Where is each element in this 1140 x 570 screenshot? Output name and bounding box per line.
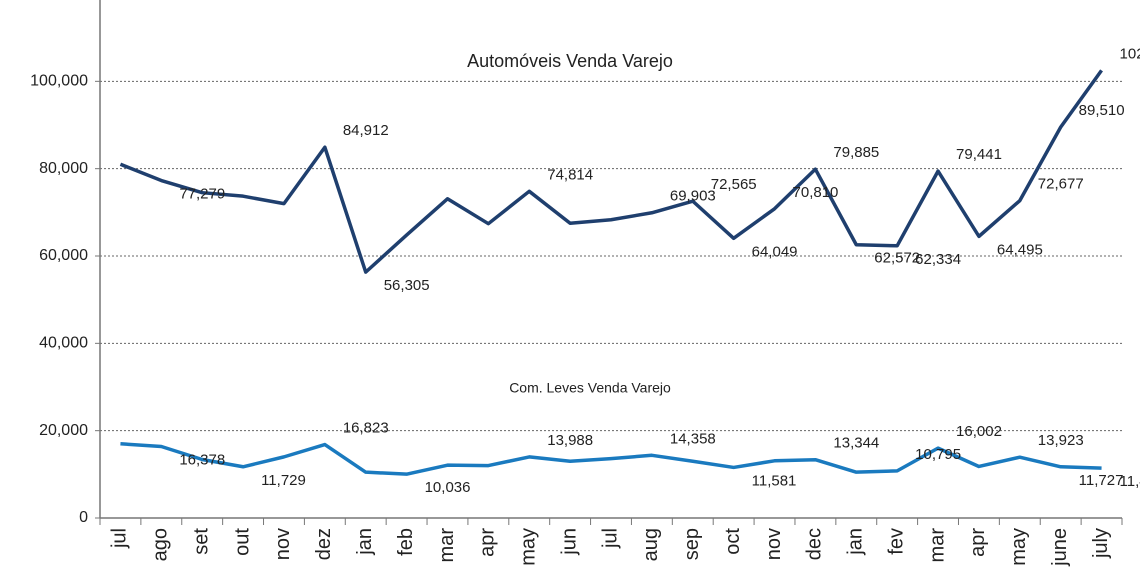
data-label: 64,495 — [997, 241, 1043, 258]
series-line — [119, 69, 1103, 274]
x-tick-label: apr — [967, 528, 989, 557]
x-tick-label: nov — [763, 528, 785, 560]
x-tick-label: oct — [722, 528, 744, 555]
x-tick-label: july — [1090, 528, 1112, 559]
y-tick-label: 20,000 — [39, 422, 88, 439]
data-label: 11,426 — [1120, 473, 1140, 490]
x-tick-label: jan — [354, 528, 376, 556]
x-tick-label: out — [231, 528, 253, 556]
x-tick-label: aug — [640, 528, 662, 561]
data-label: 74,814 — [547, 166, 593, 183]
data-label: 72,677 — [1038, 176, 1084, 193]
data-label: 102,510 — [1120, 45, 1140, 62]
x-tick-label: may — [1008, 528, 1030, 566]
x-tick-label: dec — [804, 528, 826, 560]
data-label: 77,279 — [179, 186, 225, 203]
data-label: 89,510 — [1079, 102, 1125, 119]
series-line — [120, 442, 1102, 476]
data-label: 13,988 — [547, 432, 593, 449]
data-label: 79,441 — [956, 146, 1002, 163]
data-label: 62,334 — [915, 251, 961, 268]
x-tick-label: sep — [681, 528, 703, 560]
x-tick-label: jun — [558, 528, 580, 556]
x-tick-label: apr — [477, 528, 499, 557]
data-label: 14,358 — [670, 430, 716, 447]
data-label: 56,305 — [384, 277, 430, 294]
data-label: 84,912 — [343, 122, 389, 139]
data-label: 13,344 — [833, 435, 879, 452]
x-tick-label: fev — [885, 528, 907, 555]
x-tick-label: nov — [272, 528, 294, 560]
data-label: 72,565 — [711, 176, 757, 193]
x-tick-label: june — [1049, 528, 1071, 567]
data-label: 11,727 — [1079, 472, 1124, 489]
y-tick-label: 80,000 — [39, 160, 88, 177]
x-tick-label: jul — [599, 528, 621, 549]
data-label: 70,810 — [793, 184, 839, 201]
x-tick-label: dez — [313, 528, 335, 560]
x-tick-label: jul — [109, 528, 131, 549]
x-tick-label: mar — [436, 528, 458, 563]
data-label: 10,795 — [915, 446, 961, 463]
y-tick-label: 100,000 — [30, 73, 88, 90]
data-label: 79,885 — [833, 144, 879, 161]
data-label: 69,903 — [670, 188, 716, 205]
y-tick-label: 120,000 — [30, 0, 88, 2]
x-tick-label: mar — [926, 528, 948, 563]
data-label: 11,729 — [261, 472, 306, 489]
data-label: 13,923 — [1038, 432, 1084, 449]
x-tick-label: jan — [845, 528, 867, 556]
x-tick-label: may — [518, 528, 540, 566]
x-tick-label: set — [190, 528, 212, 555]
x-tick-label: feb — [395, 528, 417, 556]
y-tick-label: 60,000 — [39, 247, 88, 264]
data-label: 16,002 — [956, 423, 1002, 440]
data-label: 62,572 — [874, 250, 920, 267]
data-label: 64,049 — [752, 243, 798, 260]
series-title: Automóveis Venda Varejo — [467, 51, 673, 71]
x-tick-label: ago — [150, 528, 172, 561]
y-tick-label: 0 — [79, 509, 88, 526]
data-label: 10,036 — [425, 479, 471, 496]
data-label: 16,823 — [343, 420, 389, 437]
data-label: 11,581 — [752, 472, 797, 489]
y-tick-label: 40,000 — [39, 335, 88, 352]
data-label: 16,378 — [179, 451, 225, 468]
series-title: Com. Leves Venda Varejo — [509, 380, 671, 396]
